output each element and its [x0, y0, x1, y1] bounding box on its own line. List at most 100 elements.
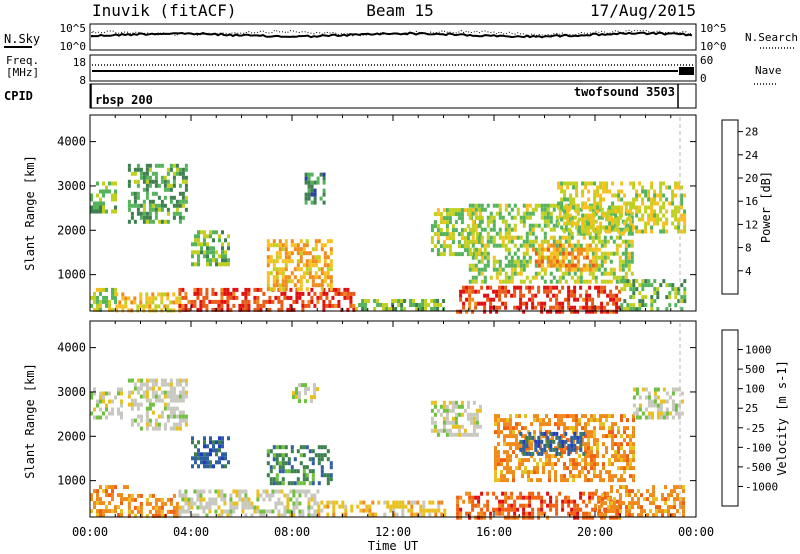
- velocity-x-ticks: [89, 321, 697, 517]
- power-cell-1: [96, 205, 99, 210]
- power-cell-13: [671, 193, 675, 198]
- power-cell-4: [265, 299, 269, 304]
- power-cell-10: [552, 305, 556, 310]
- power-cell-2: [166, 292, 170, 297]
- noise-right-tick-top: 10^5: [700, 22, 727, 35]
- power-cell-11: [546, 219, 550, 224]
- velocity-cell-11: [617, 426, 620, 431]
- power-cell-13: [599, 193, 603, 198]
- velocity-cell-11: [575, 462, 578, 467]
- velocity-cell-11: [584, 450, 587, 455]
- velocity-cell-12: [555, 435, 559, 440]
- power-cell-14: [641, 283, 645, 288]
- power-cell-11: [594, 251, 598, 256]
- power-cell-10: [522, 301, 526, 306]
- power-cell-4: [193, 303, 197, 308]
- power-cell-9: [439, 232, 443, 237]
- power-cell-10: [510, 293, 514, 298]
- velocity-cell-12: [543, 431, 547, 436]
- velocity-cell-10: [519, 495, 523, 500]
- power-cell-11: [525, 247, 529, 252]
- power-cell-13: [614, 213, 618, 218]
- power-cell-0: [108, 299, 111, 304]
- power-cell-11: [624, 251, 628, 256]
- power-cell-3: [160, 163, 164, 168]
- velocity-cell-11: [590, 466, 593, 471]
- velocity-cell-3: [178, 422, 182, 427]
- power-cell-4: [274, 295, 278, 300]
- velocity-cell-4: [310, 497, 314, 502]
- power-cell-11: [543, 239, 547, 244]
- power-cell-11: [504, 235, 508, 240]
- power-cell-2: [130, 308, 134, 313]
- velocity-cell-12: [531, 451, 535, 456]
- velocity-cell-1: [96, 399, 99, 404]
- velocity-cell-6: [266, 461, 270, 466]
- velocity-cell-11: [509, 470, 512, 475]
- power-cell-11: [522, 223, 526, 228]
- velocity-cell-9: [466, 432, 470, 437]
- power-cell-10: [588, 297, 592, 302]
- power-cell-13: [605, 185, 609, 190]
- velocity-cell-10: [456, 499, 460, 504]
- power-cell-5: [221, 258, 224, 263]
- power-cell-6: [281, 267, 285, 272]
- velocity-cell-14: [680, 399, 684, 404]
- velocity-cell-11: [506, 422, 509, 427]
- velocity-cell-8: [434, 508, 438, 513]
- velocity-cell-3: [163, 394, 167, 399]
- power-cell-5: [209, 262, 212, 267]
- power-cell-13: [605, 229, 609, 234]
- power-cell-3: [154, 179, 158, 184]
- velocity-cell-11: [521, 426, 524, 431]
- power-cell-3: [136, 179, 140, 184]
- power-cell-13: [674, 193, 678, 198]
- power-cell-11: [543, 231, 547, 236]
- velocity-cell-10: [585, 515, 589, 520]
- velocity-cell-11: [518, 462, 521, 467]
- velocity-cell-4: [229, 493, 233, 498]
- velocity-cell-8: [368, 512, 372, 517]
- velocity-cell-9: [442, 400, 446, 405]
- power-cell-6: [296, 263, 300, 268]
- velocity-cell-11: [590, 430, 593, 435]
- power-cell-3: [184, 167, 188, 172]
- power-cell-10: [483, 309, 487, 314]
- power-cell-13: [626, 217, 630, 222]
- power-cell-13: [572, 185, 576, 190]
- power-cell-8: [364, 299, 368, 303]
- power-cell-11: [627, 211, 631, 216]
- power-cell-4: [301, 291, 305, 296]
- velocity-cell-5: [203, 444, 206, 449]
- velocity-cell-9: [433, 424, 437, 429]
- velocity-cell-12: [546, 435, 550, 440]
- velocity-cell-11: [587, 434, 590, 439]
- power-cell-8: [403, 307, 407, 311]
- velocity-cell-11: [629, 458, 632, 463]
- power-cell-12: [576, 251, 580, 256]
- power-cell-11: [534, 207, 538, 212]
- power-cell-11: [624, 271, 628, 276]
- power-colorbar-tick-label: 24: [745, 149, 759, 162]
- velocity-cell-3: [184, 390, 188, 395]
- velocity-cell-13: [643, 509, 646, 514]
- power-cell-13: [599, 229, 603, 234]
- velocity-cell-2: [136, 509, 140, 514]
- power-cell-9: [460, 252, 464, 257]
- power-cell-4: [247, 303, 251, 308]
- velocity-cell-3: [163, 382, 167, 387]
- power-cell-9: [451, 252, 455, 257]
- velocity-cell-4: [181, 493, 185, 498]
- power-cell-4: [235, 287, 239, 292]
- velocity-cell-7: [313, 387, 316, 392]
- power-cell-13: [566, 213, 570, 218]
- velocity-cell-3: [175, 406, 179, 411]
- power-cell-11: [597, 239, 601, 244]
- power-cell-9: [433, 220, 437, 225]
- power-cell-2: [115, 304, 119, 309]
- power-cell-14: [638, 291, 642, 296]
- velocity-cell-11: [602, 466, 605, 471]
- power-cell-9: [469, 212, 473, 217]
- power-cell-8: [412, 299, 416, 303]
